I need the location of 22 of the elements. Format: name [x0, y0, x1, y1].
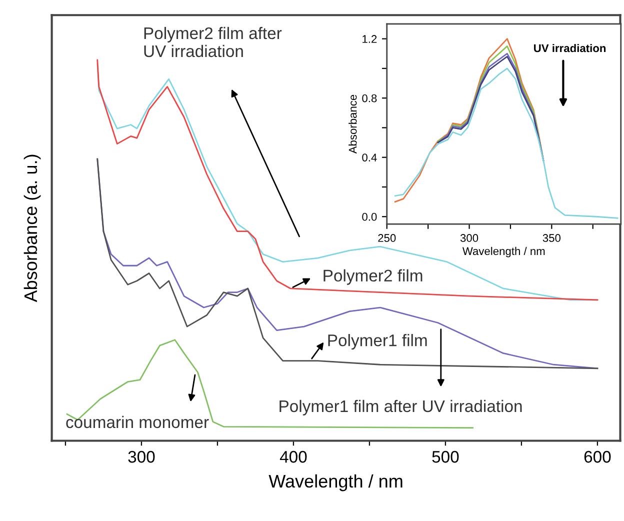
x-tick-label: 500 — [432, 450, 459, 463]
y-axis-title: Absorbance — [348, 94, 357, 154]
y-tick-label: 0.0 — [362, 212, 377, 221]
x-tick-label: 600 — [584, 450, 611, 463]
x-tick-label: 300 — [128, 450, 155, 463]
series-label: Polymer1 film — [328, 334, 427, 350]
line-series — [394, 68, 618, 219]
series-label: Polymer1 film after UV irradiation — [280, 400, 522, 416]
y-tick-label: 0.4 — [362, 154, 377, 162]
series-label: coumarin monomer — [66, 416, 209, 428]
series-label: Polymer2 film — [324, 269, 422, 285]
y-axis-title: Absorbance (a. u.) — [24, 154, 41, 302]
x-tick-label: 300 — [460, 234, 478, 242]
annotation: UV irradiation — [534, 44, 606, 52]
y-tick-label: 0.8 — [362, 94, 377, 102]
x-axis-title: Wavelength / nm — [268, 474, 402, 492]
x-tick-label: 400 — [280, 450, 307, 463]
y-tick-label: 1.2 — [362, 35, 377, 43]
x-axis-title: Wavelength / nm — [462, 246, 545, 258]
x-tick-label: 350 — [542, 234, 561, 242]
series-label: Polymer2 film after UV irradiation — [144, 26, 282, 58]
x-tick-label: 250 — [378, 234, 396, 242]
